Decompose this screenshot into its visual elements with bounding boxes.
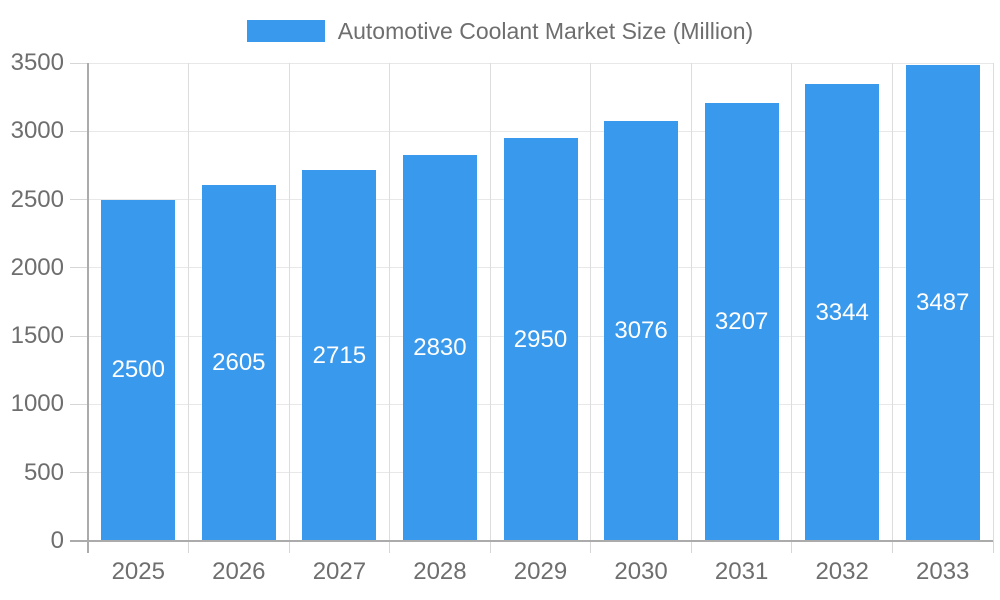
- gridline-vertical: [590, 63, 592, 541]
- bar-value-label: 3207: [714, 308, 769, 335]
- y-axis-tick: [70, 199, 88, 201]
- y-tick-label: 1500: [10, 322, 64, 350]
- x-axis-tick: [489, 541, 491, 553]
- y-axis-tick: [70, 472, 88, 474]
- bar-value-label: 2715: [312, 341, 367, 369]
- bar[interactable]: 2830: [402, 154, 477, 541]
- x-tick-label: 2031: [714, 558, 769, 585]
- gridline-vertical: [489, 63, 491, 541]
- y-tick-label: 500: [23, 458, 64, 486]
- x-tick-label: 2032: [815, 558, 869, 585]
- bar-value-label: 3344: [815, 298, 869, 326]
- bar-value-label: 2830: [413, 333, 467, 361]
- gridline-vertical: [791, 63, 793, 541]
- y-axis-labels: 0 500 1000 1500 2000 2500 3000 3500: [0, 0, 64, 600]
- y-axis-line: [87, 63, 89, 553]
- bar[interactable]: 3487: [905, 64, 980, 541]
- gridline-vertical: [288, 63, 290, 541]
- bar[interactable]: 2500: [101, 199, 176, 541]
- legend-swatch-icon: [246, 20, 325, 42]
- x-tick-label: 2028: [413, 558, 467, 585]
- bar[interactable]: 3076: [604, 120, 679, 541]
- gridline-vertical: [992, 63, 994, 541]
- bar-value-label: 3487: [916, 288, 970, 316]
- x-tick-label: 2027: [312, 558, 367, 585]
- x-axis-tick: [188, 541, 190, 553]
- y-tick-label: 3500: [10, 49, 64, 76]
- x-axis-tick: [590, 541, 592, 553]
- y-tick-label: 3000: [10, 117, 64, 145]
- x-axis-labels: 2025 2026 2027 2028 2029 2030 2031 2032 2033: [0, 558, 1000, 588]
- bar[interactable]: 3207: [704, 103, 779, 541]
- x-axis-tick: [891, 541, 893, 553]
- x-tick-label: 2029: [513, 558, 568, 585]
- y-axis-tick: [70, 130, 88, 132]
- gridline-vertical: [188, 63, 190, 541]
- y-tick-label: 1000: [10, 390, 64, 418]
- bar[interactable]: 3344: [805, 84, 880, 541]
- gridline-vertical: [690, 63, 692, 541]
- x-axis-tick: [791, 541, 793, 553]
- gridline-vertical: [389, 63, 391, 541]
- x-axis-tick: [288, 541, 290, 553]
- bar[interactable]: 2950: [503, 138, 578, 541]
- x-axis-tick: [690, 541, 692, 553]
- plot-area: 2500 2605 2715 2830 2950 3076 3207 3344 3487: [88, 62, 994, 541]
- bar-value-label: 2950: [513, 325, 568, 353]
- y-axis-tick: [70, 403, 88, 405]
- legend[interactable]: Automotive Coolant Market Size (Million): [0, 17, 1000, 45]
- y-tick-label: 2500: [10, 185, 64, 213]
- y-axis-tick: [70, 62, 88, 64]
- x-axis-tick: [389, 541, 391, 553]
- gridline-horizontal: [88, 62, 993, 64]
- legend-label: Automotive Coolant Market Size (Million): [337, 17, 754, 44]
- x-axis-line: [70, 540, 993, 542]
- x-tick-label: 2026: [212, 558, 266, 585]
- bar[interactable]: 2715: [302, 170, 377, 541]
- y-tick-label: 2000: [10, 253, 64, 281]
- gridline-vertical: [891, 63, 893, 541]
- bar[interactable]: 2605: [201, 185, 276, 541]
- bar-value-label: 2605: [212, 349, 266, 377]
- x-tick-label: 2033: [916, 558, 970, 585]
- y-axis-tick: [70, 335, 88, 337]
- x-tick-label: 2025: [111, 558, 165, 585]
- x-axis-tick: [992, 541, 994, 553]
- gridline-horizontal: [88, 130, 993, 132]
- bar-value-label: 2500: [111, 356, 165, 384]
- x-tick-label: 2030: [614, 558, 668, 585]
- y-tick-label: 0: [50, 527, 64, 554]
- y-axis-tick: [70, 267, 88, 269]
- bar-value-label: 3076: [614, 316, 668, 344]
